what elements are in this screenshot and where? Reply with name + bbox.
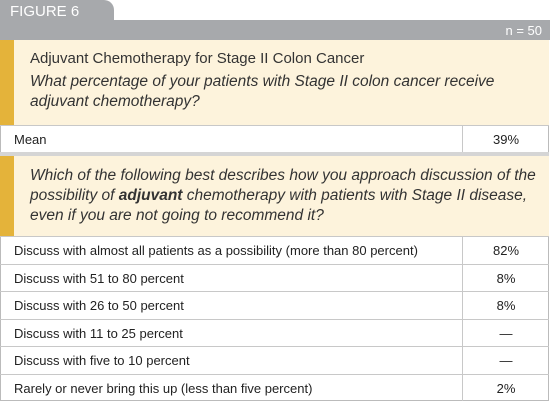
row-value: 8% [462, 292, 549, 319]
row-value: 2% [462, 374, 549, 401]
question-text: chemotherapy with patients with Stage II… [30, 187, 528, 224]
row-value: 8% [462, 264, 549, 291]
table-row: Mean 39% [0, 125, 549, 152]
section-title: Adjuvant Chemotherapy for Stage II Colon… [30, 50, 365, 67]
question-text: Which of the following best describes ho… [30, 167, 536, 204]
row-label: Mean [14, 132, 47, 147]
row-label: Rarely or never bring this up (less than… [14, 380, 313, 396]
table-row: Discuss with 26 to 50 percent 8% [0, 291, 549, 319]
separator [0, 152, 549, 156]
row-label: Discuss with 26 to 50 percent [14, 298, 184, 313]
table-row: Rarely or never bring this up (less than… [0, 373, 549, 401]
table-row: Discuss with almost all patients as a po… [0, 236, 549, 264]
table-row: Discuss with 51 to 80 percent 8% [0, 263, 549, 291]
table-row: Discuss with 11 to 25 percent — [0, 318, 549, 346]
row-value: — [462, 319, 549, 346]
row-label: Discuss with five to 10 percent [14, 353, 190, 368]
row-label: Discuss with almost all patients as a po… [14, 243, 418, 258]
question: Which of the following best describes ho… [30, 166, 539, 226]
row-value: — [462, 347, 549, 374]
row-value: 39% [462, 126, 549, 152]
row-value: 82% [462, 237, 549, 264]
question: What percentage of your patients with St… [30, 73, 495, 110]
sample-size: n = 50 [0, 20, 550, 40]
emphasis: adjuvant [118, 187, 183, 204]
row-label: Discuss with 11 to 25 percent [14, 325, 183, 341]
row-label: Discuss with 51 to 80 percent [14, 270, 184, 286]
section-header: Adjuvant Chemotherapy for Stage II Colon… [0, 40, 549, 125]
table-row: Discuss with five to 10 percent — [0, 346, 549, 374]
section-header: Which of the following best describes ho… [0, 156, 549, 236]
